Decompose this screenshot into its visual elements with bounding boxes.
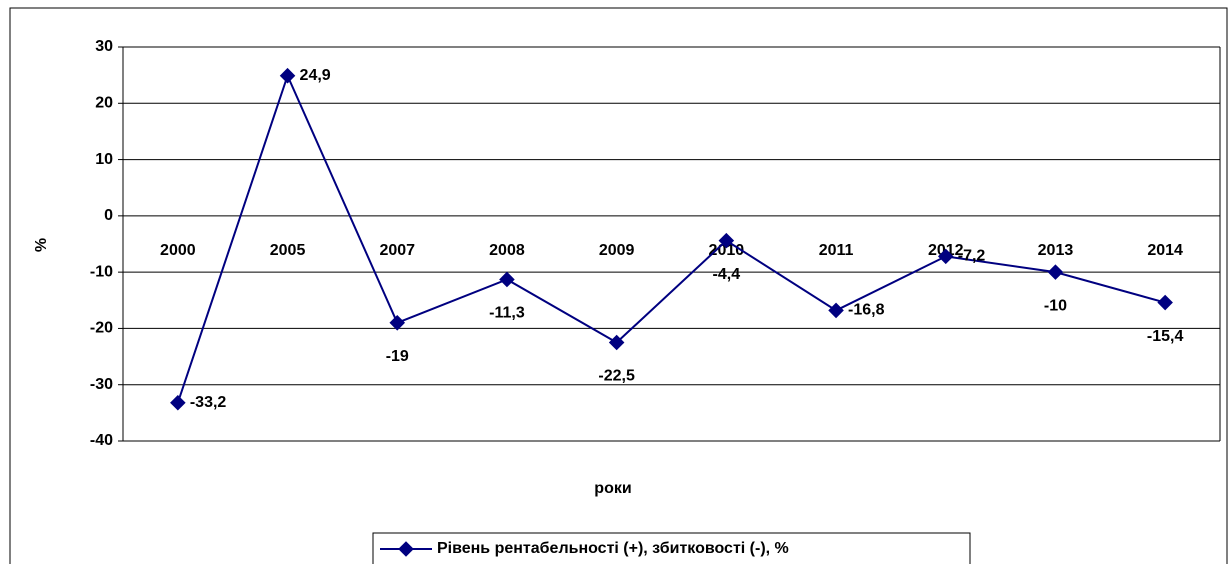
legend-box <box>372 532 971 564</box>
x-tick-label: 2000 <box>160 242 196 259</box>
data-label: -16,8 <box>848 302 885 319</box>
marker <box>499 271 515 288</box>
data-label: -4,4 <box>713 266 741 283</box>
y-tick-label: 10 <box>95 151 113 168</box>
x-tick-label: 2013 <box>1038 242 1074 259</box>
data-label: -22,5 <box>598 368 635 385</box>
x-tick-label: 2008 <box>489 242 525 259</box>
y-axis-title: % <box>33 238 50 252</box>
data-line <box>176 72 1166 404</box>
y-tick-label: 0 <box>104 207 113 224</box>
y-tick-label: -20 <box>90 320 113 337</box>
data-label: -7,2 <box>958 248 986 265</box>
marker <box>1157 294 1173 311</box>
x-tick-label: 2005 <box>270 242 306 259</box>
y-tick-label: 20 <box>95 95 113 112</box>
chart-border <box>9 7 1228 564</box>
legend: Рівень рентабельності (+), збитковості (… <box>372 532 971 564</box>
data-label: 24,9 <box>300 67 331 84</box>
y-tick-label: 30 <box>95 38 113 55</box>
x-tick-label: 2011 <box>819 242 854 259</box>
data-label: -10 <box>1044 297 1067 314</box>
y-tick-label: -30 <box>90 376 113 393</box>
x-tick-label: 2007 <box>379 242 415 259</box>
data-label: -19 <box>386 348 409 365</box>
marker <box>828 302 844 319</box>
marker <box>718 232 735 249</box>
marker <box>279 67 296 84</box>
marker <box>1047 264 1064 280</box>
marker <box>170 394 186 411</box>
y-tick-label: -40 <box>90 432 113 449</box>
data-label: -15,4 <box>1147 328 1184 345</box>
data-label: -11,3 <box>489 305 525 322</box>
x-axis-title: роки <box>594 480 631 497</box>
data-label: -33,2 <box>190 394 227 411</box>
legend-label: Рівень рентабельності (+), збитковості (… <box>437 540 789 557</box>
x-tick-label: 2009 <box>599 242 635 259</box>
x-tick-label: 2014 <box>1147 242 1183 259</box>
y-tick-label: -10 <box>90 263 113 280</box>
